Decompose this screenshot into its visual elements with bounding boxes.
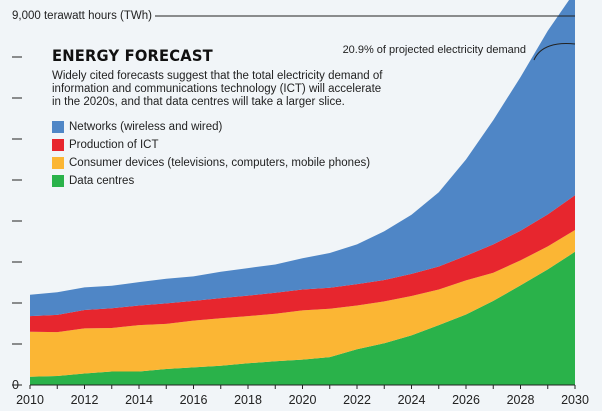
x-tick-label: 2016 [180,393,208,407]
chart-areas [30,0,575,385]
x-tick-label: 2022 [343,393,371,407]
legend-label: Consumer devices (televisions, computers… [69,157,371,169]
legend-label: Networks (wireless and wired) [69,121,223,133]
legend-label: Data centres [69,175,135,187]
legend-swatch [52,157,64,169]
chart-subtitle: Widely cited forecasts suggest that the … [52,70,383,108]
legend-swatch [52,175,64,187]
legend-item: Data centres [52,172,432,190]
x-tick-label: 2018 [234,393,262,407]
legend: Networks (wireless and wired) Production … [52,118,432,190]
area-production-of-ict [30,195,575,333]
x-tick-label: 2020 [289,393,317,407]
y-tick-label: 0 [12,378,19,392]
y-axis-unit-label: 9,000 terawatt hours (TWh) [12,10,155,22]
x-tick-label: 2010 [16,393,44,407]
legend-swatch [52,139,64,151]
x-tick-label: 2026 [452,393,480,407]
legend-item: Networks (wireless and wired) [52,118,432,136]
legend-item: Consumer devices (televisions, computers… [52,154,432,172]
legend-item: Production of ICT [52,136,432,154]
annotation-leader-line [533,43,576,61]
area-data-centres [30,251,575,385]
area-networks-wireless-and-wired [30,0,575,317]
annotation-text: 20.9% of projected electricity demand [342,44,526,56]
chart-header: ENERGY FORECAST Widely cited forecasts s… [52,46,432,190]
legend-label: Production of ICT [69,139,159,151]
x-tick-label: 2030 [561,393,589,407]
x-tick-label: 2014 [125,393,153,407]
area-consumer-devices-televisions-computers-mobile-phones [30,230,575,377]
chart-axes: 2010 2012 2014 2016 2018 2020 2022 2024 2026 2028… [12,15,589,407]
x-tick-label: 2028 [507,393,535,407]
x-tick-label: 2012 [71,393,99,407]
x-tick-label: 2024 [398,393,426,407]
legend-swatch [52,121,64,133]
chart-title: ENERGY FORECAST [52,46,213,65]
